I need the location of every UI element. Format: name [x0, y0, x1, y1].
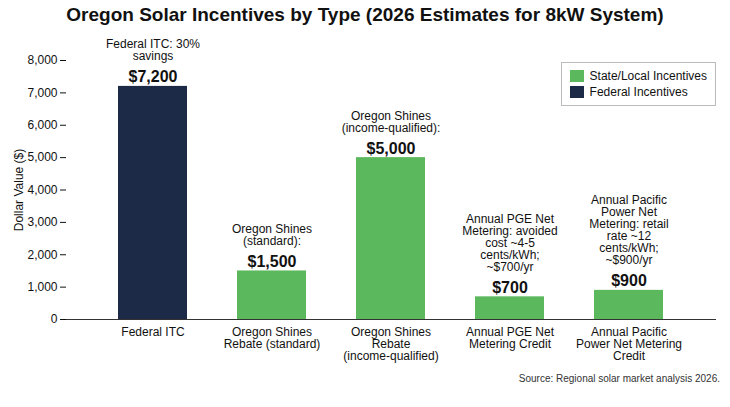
svg-text:Oregon Shines(standard):: Oregon Shines(standard):: [232, 222, 312, 248]
html-text:Federal Incentives: Federal Incentives: [589, 85, 688, 99]
svg-text:$1,500: $1,500: [248, 253, 297, 270]
svg-text:$700: $700: [492, 279, 528, 296]
svg-text:Annual PGE NetMetering Credit: Annual PGE NetMetering Credit: [466, 325, 555, 351]
svg-text:8,000: 8,000: [27, 53, 57, 67]
svg-text:$5,000: $5,000: [367, 140, 416, 157]
svg-text:Federal ITC: 30%savings: Federal ITC: 30%savings: [106, 37, 200, 63]
svg-text:$900: $900: [611, 272, 647, 289]
svg-text:5,000: 5,000: [27, 150, 57, 164]
svg-text:Annual PacificPower Net Meteri: Annual PacificPower Net MeteringCredit: [576, 325, 682, 363]
svg-text:Oregon ShinesRebate(income-qua: Oregon ShinesRebate(income-qualified): [343, 325, 438, 363]
svg-text:Oregon Shines(income-qualified: Oregon Shines(income-qualified):: [342, 109, 441, 135]
svg-text:3,000: 3,000: [27, 215, 57, 229]
svg-text:Dollar Value ($): Dollar Value ($): [12, 149, 26, 231]
html-text:State/Local Incentives: State/Local Incentives: [589, 69, 707, 83]
html-text:Oregon Solar Incentives by Typ: Oregon Solar Incentives by Type (2026 Es…: [66, 4, 664, 25]
html-text:Source: Regional solar market: Source: Regional solar market analysis 2…: [518, 373, 720, 384]
svg-text:Oregon ShinesRebate (standard): Oregon ShinesRebate (standard): [224, 325, 321, 351]
svg-text:6,000: 6,000: [27, 118, 57, 132]
svg-text:$7,200: $7,200: [129, 68, 178, 85]
svg-text:7,000: 7,000: [27, 86, 57, 100]
svg-text:2,000: 2,000: [27, 248, 57, 262]
svg-text:4,000: 4,000: [27, 183, 57, 197]
svg-text:Annual PacificPower NetMeterin: Annual PacificPower NetMetering: retailr…: [589, 193, 668, 267]
svg-text:0: 0: [51, 312, 58, 326]
svg-text:Annual PGE NetMetering: avoide: Annual PGE NetMetering: avoidedcost ~4-5…: [462, 212, 557, 274]
svg-text:Federal ITC: Federal ITC: [121, 325, 185, 339]
svg-text:1,000: 1,000: [27, 280, 57, 294]
